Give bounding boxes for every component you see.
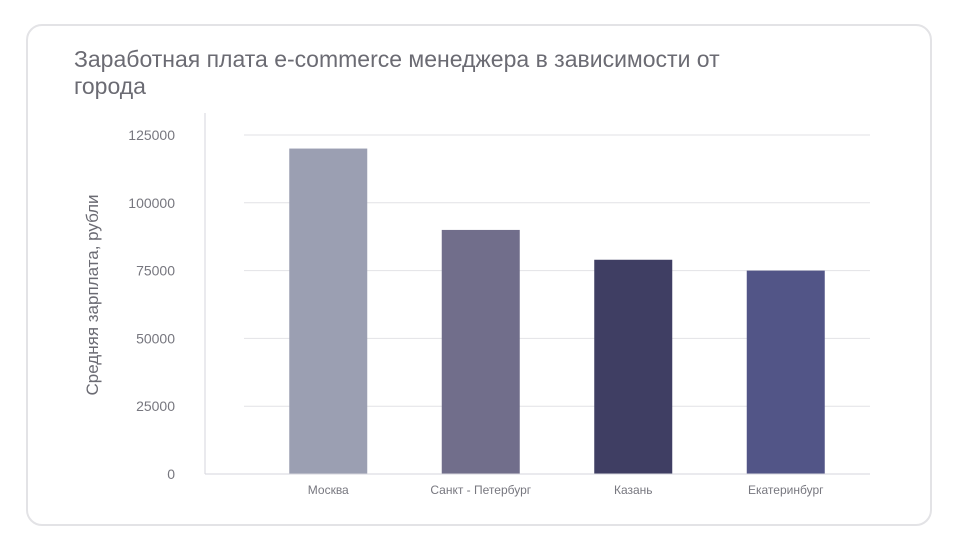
chart-title: Заработная плата e-commerce менеджера в … [74,46,720,99]
y-tick-label: 100000 [128,195,175,211]
y-tick-label: 125000 [128,127,175,143]
y-tick-label: 0 [167,466,175,482]
x-tick-label: Казань [614,483,653,497]
bar [746,270,825,474]
y-tick-label: 50000 [136,330,175,346]
bar [594,259,673,474]
bar [289,148,368,474]
x-tick-label: Екатеринбург [748,483,824,497]
x-tick-label: Санкт - Петербург [430,483,531,497]
axes: 0 25000 50000 75000 100000 125000 Москва Санкт … [128,113,870,497]
x-tick-label: Москва [308,483,349,497]
y-tick-label: 75000 [136,263,175,279]
y-tick-label: 25000 [136,398,175,414]
bars [289,148,825,474]
bar [441,229,520,474]
y-axis-label: Средняя зарплата, рубли [83,194,102,395]
